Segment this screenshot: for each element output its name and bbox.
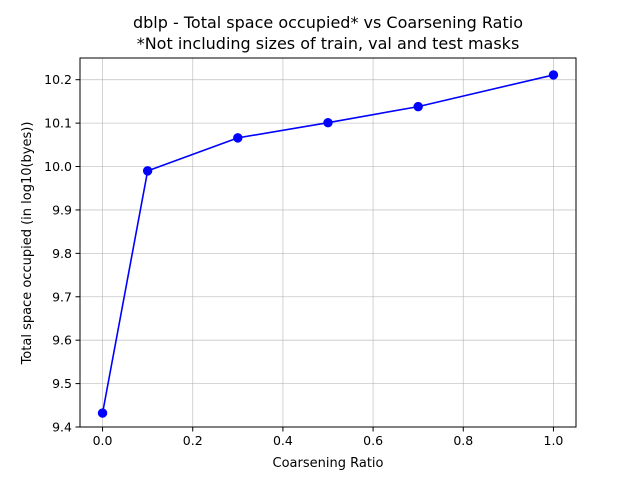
x-tick-label: 1.0 xyxy=(544,433,564,448)
series-layer xyxy=(97,70,559,418)
y-tick-label: 9.9 xyxy=(52,202,72,217)
x-tick-label: 0.0 xyxy=(93,433,113,448)
data-point xyxy=(323,117,333,128)
x-tick-label: 0.2 xyxy=(183,433,203,448)
data-point xyxy=(97,408,108,418)
y-tick-label: 10.0 xyxy=(44,159,72,174)
y-tick-label: 10.2 xyxy=(44,72,72,87)
y-tick-label: 10.1 xyxy=(44,116,72,131)
y-axis-ticks: 9.4 9.5 9.6 9.7 9.8 9.9 10.0 10.1 10.2 xyxy=(44,72,80,435)
y-tick-label: 9.7 xyxy=(52,289,72,304)
y-axis-label: Total space occupied (in log10(byes)) xyxy=(20,122,35,366)
x-tick-label: 0.4 xyxy=(273,433,293,448)
y-tick-label: 9.4 xyxy=(52,420,72,435)
data-point xyxy=(233,133,243,143)
data-point xyxy=(548,70,559,80)
y-tick-label: 9.8 xyxy=(52,246,72,261)
data-point xyxy=(413,101,423,112)
x-axis-label: Coarsening Ratio xyxy=(273,456,384,471)
chart-title: dblp - Total space occupied* vs Coarseni… xyxy=(133,13,523,32)
grid xyxy=(80,58,576,428)
x-tick-label: 0.6 xyxy=(363,433,383,448)
chart-subtitle: *Not including sizes of train, val and t… xyxy=(137,34,520,53)
x-tick-label: 0.8 xyxy=(453,433,473,448)
plot-frame xyxy=(79,57,577,428)
series-line xyxy=(101,74,554,414)
y-tick-label: 9.5 xyxy=(52,376,72,391)
data-point xyxy=(142,166,153,176)
x-axis-ticks: 0.0 0.2 0.4 0.6 0.8 1.0 xyxy=(93,427,564,448)
y-tick-label: 9.6 xyxy=(52,333,72,348)
